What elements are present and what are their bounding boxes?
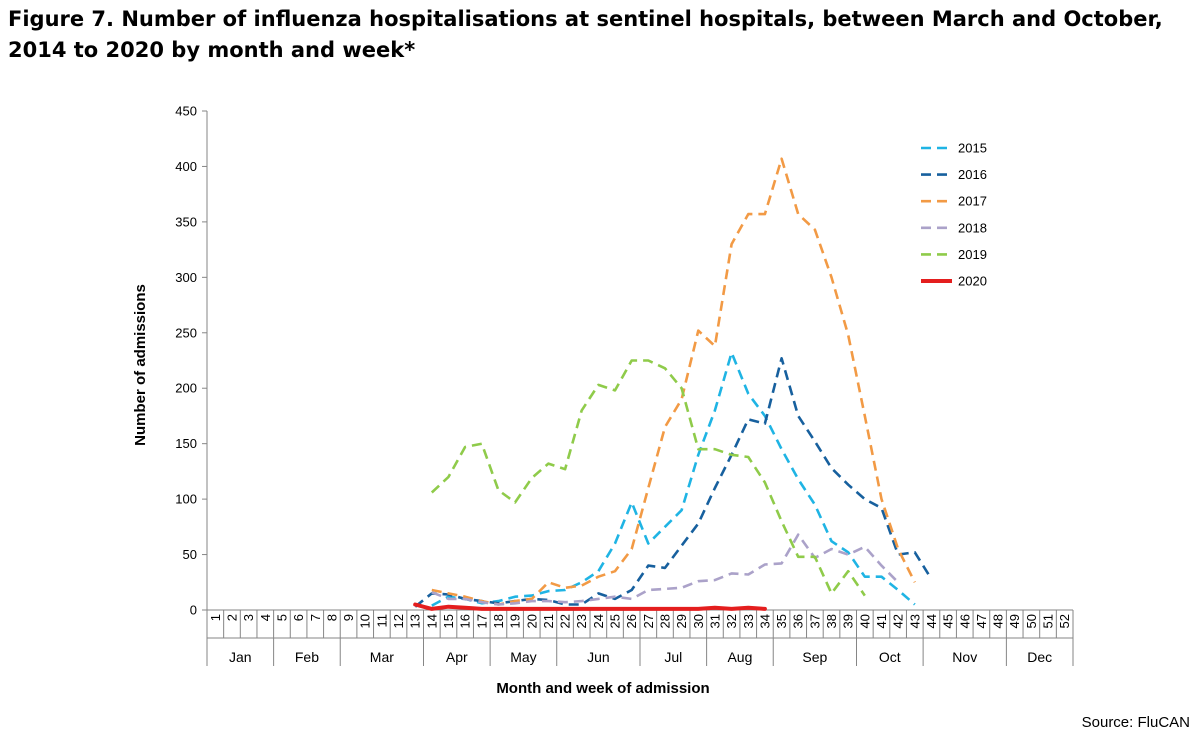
- legend-label-2017: 2017: [958, 194, 987, 209]
- x-axis-title: Month and week of admission: [496, 680, 709, 697]
- x-week-label: 15: [441, 614, 456, 628]
- x-week-label: 46: [957, 614, 972, 628]
- series-line-2019: [430, 359, 866, 597]
- x-week-label: 12: [391, 614, 406, 628]
- y-tick-label: 350: [175, 214, 197, 229]
- chart-title: Figure 7. Number of influenza hospitalis…: [8, 7, 1163, 62]
- x-week-label: 33: [741, 614, 756, 628]
- x-month-label: May: [510, 649, 536, 665]
- legend-label-2020: 2020: [958, 274, 987, 289]
- x-week-label: 27: [641, 614, 656, 628]
- x-week-label: 11: [374, 614, 389, 628]
- x-week-label: 4: [258, 614, 273, 621]
- x-week-label: 38: [824, 614, 839, 628]
- source-note: Source: FluCAN: [1081, 714, 1190, 731]
- x-week-label: 6: [291, 614, 306, 621]
- series-lines: [413, 157, 933, 611]
- x-week-label: 52: [1057, 614, 1072, 628]
- x-week-label: 26: [624, 614, 639, 628]
- x-week-label: 39: [841, 614, 856, 628]
- x-week-label: 49: [1007, 614, 1022, 628]
- x-week-label: 32: [724, 614, 739, 628]
- y-tick-label: 250: [175, 325, 197, 340]
- x-week-label: 42: [891, 614, 906, 628]
- x-month-label: Mar: [370, 649, 394, 665]
- x-week-label: 9: [341, 614, 356, 621]
- x-week-label: 37: [807, 614, 822, 628]
- x-week-label: 43: [907, 614, 922, 628]
- x-week-label: 16: [458, 614, 473, 628]
- x-week-label: 17: [474, 614, 489, 628]
- x-week-label: 50: [1024, 614, 1039, 628]
- legend-label-2018: 2018: [958, 220, 987, 235]
- y-tick-label: 200: [175, 381, 197, 396]
- x-month-label: Sep: [802, 649, 827, 665]
- x-week-label: 22: [558, 614, 573, 628]
- x-month-label: Aug: [727, 649, 752, 665]
- y-tick-label: 450: [175, 104, 197, 119]
- y-tick-label: 0: [190, 603, 197, 618]
- y-tick-label: 400: [175, 159, 197, 174]
- x-week-label: 41: [874, 614, 889, 628]
- y-tick-label: 300: [175, 270, 197, 285]
- y-axis: 0 50 100 150 200 250 300 350 400 450: [175, 104, 208, 618]
- x-week-label: 47: [974, 614, 989, 628]
- x-month-label: Jan: [229, 649, 252, 665]
- x-week-label: 51: [1041, 614, 1056, 628]
- x-axis: 1 2 3 4 5 6 7 8 9 10 11 12 13 14 15 16 17 18 19 20 21 22 23 24 2…: [206, 609, 1074, 666]
- x-month-label: Nov: [952, 649, 977, 665]
- x-month-label: Oct: [879, 649, 901, 665]
- x-week-label: 10: [358, 614, 373, 628]
- x-week-label: 28: [657, 614, 672, 628]
- legend-label-2016: 2016: [958, 167, 987, 182]
- x-week-label: 34: [757, 614, 772, 628]
- series-line-2017: [431, 157, 916, 606]
- x-week-label: 45: [941, 614, 956, 628]
- x-week-label: 20: [524, 614, 539, 628]
- x-week-label: 19: [508, 614, 523, 628]
- x-month-label: Dec: [1027, 649, 1052, 665]
- x-week-label: 21: [541, 614, 556, 628]
- x-week-label: 14: [424, 614, 439, 628]
- x-week-label: 3: [241, 614, 256, 621]
- series-line-2016: [414, 356, 933, 608]
- x-week-label: 13: [408, 614, 423, 628]
- x-week-label: 7: [308, 614, 323, 621]
- x-week-label: 44: [924, 614, 939, 628]
- x-week-label: 48: [991, 614, 1006, 628]
- y-tick-label: 100: [175, 492, 197, 507]
- x-week-label: 8: [324, 614, 339, 621]
- x-week-label: 29: [674, 614, 689, 628]
- legend: 2015 2016 2017 2018 2019 2020: [921, 141, 987, 289]
- x-week-label: 24: [591, 614, 606, 628]
- y-axis-title: Number of admissions: [132, 284, 149, 446]
- x-week-label: 18: [491, 614, 506, 628]
- series-line-2020: [413, 602, 767, 611]
- x-week-label: 23: [574, 614, 589, 628]
- legend-label-2019: 2019: [958, 247, 987, 262]
- x-week-label: 2: [224, 614, 239, 621]
- x-month-label: Jul: [664, 649, 682, 665]
- y-tick-label: 150: [175, 436, 197, 451]
- series-line-2018: [431, 533, 900, 606]
- x-month-label: Jun: [587, 649, 610, 665]
- x-week-label: 5: [274, 614, 289, 621]
- x-week-label: 40: [857, 614, 872, 628]
- x-week-label: 35: [774, 614, 789, 628]
- x-month-label: Apr: [446, 649, 468, 665]
- legend-label-2015: 2015: [958, 141, 987, 156]
- x-week-label: 36: [791, 614, 806, 628]
- x-week-label: 25: [608, 614, 623, 628]
- y-tick-label: 50: [183, 547, 197, 562]
- series-line-2015: [431, 351, 916, 607]
- x-week-label: 30: [691, 614, 706, 628]
- x-month-label: Feb: [295, 649, 319, 665]
- x-week-label: 1: [208, 614, 223, 621]
- x-week-label: 31: [707, 614, 722, 628]
